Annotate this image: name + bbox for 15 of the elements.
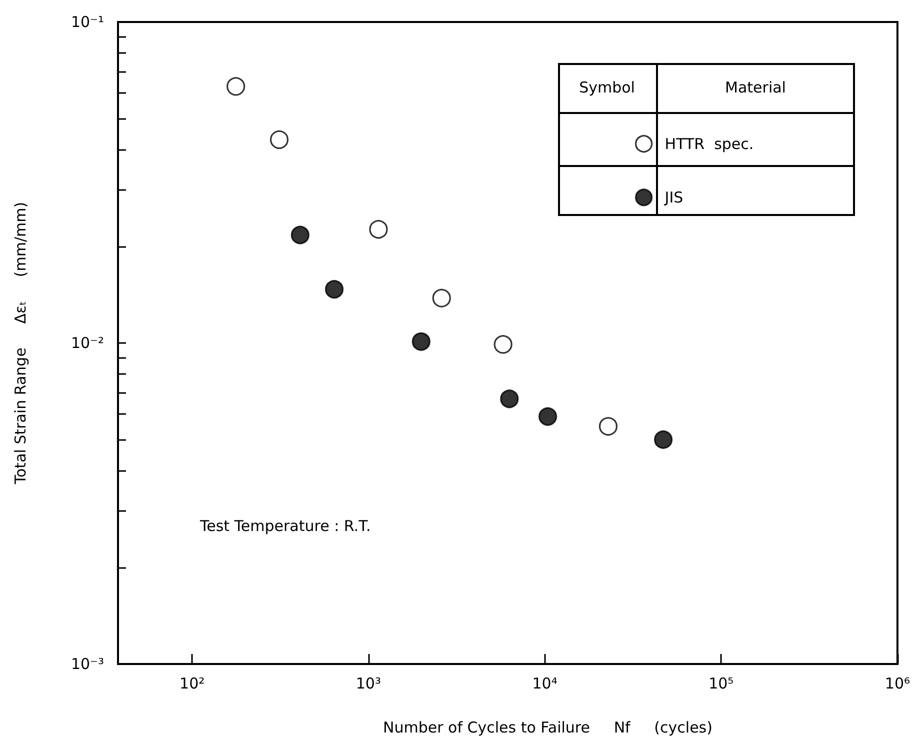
legend-label: HTTR spec. [664, 134, 754, 153]
annotation: Test Temperature : R.T. [199, 517, 371, 535]
y-tick-label: 10⁻¹ [70, 13, 104, 31]
y-tick-label: 10⁻² [70, 334, 104, 352]
x-tick-label: 10⁶ [884, 674, 910, 692]
x-tick-label: 10⁴ [532, 674, 558, 692]
annotation: Symbol [579, 78, 635, 96]
y-axis-title: Total Strain Range Δεₜ (mm/mm) [12, 202, 30, 486]
annotation: Material [725, 78, 786, 96]
x-tick-label: 10³ [356, 674, 381, 692]
x-tick-label: 10² [180, 674, 205, 692]
y-tick-label: 10⁻³ [70, 655, 104, 673]
x-tick-label: 10⁵ [708, 674, 734, 692]
legend-label: JIS [664, 188, 684, 206]
x-axis-title: Number of Cycles to Failure Nf (cycles) [382, 718, 712, 736]
